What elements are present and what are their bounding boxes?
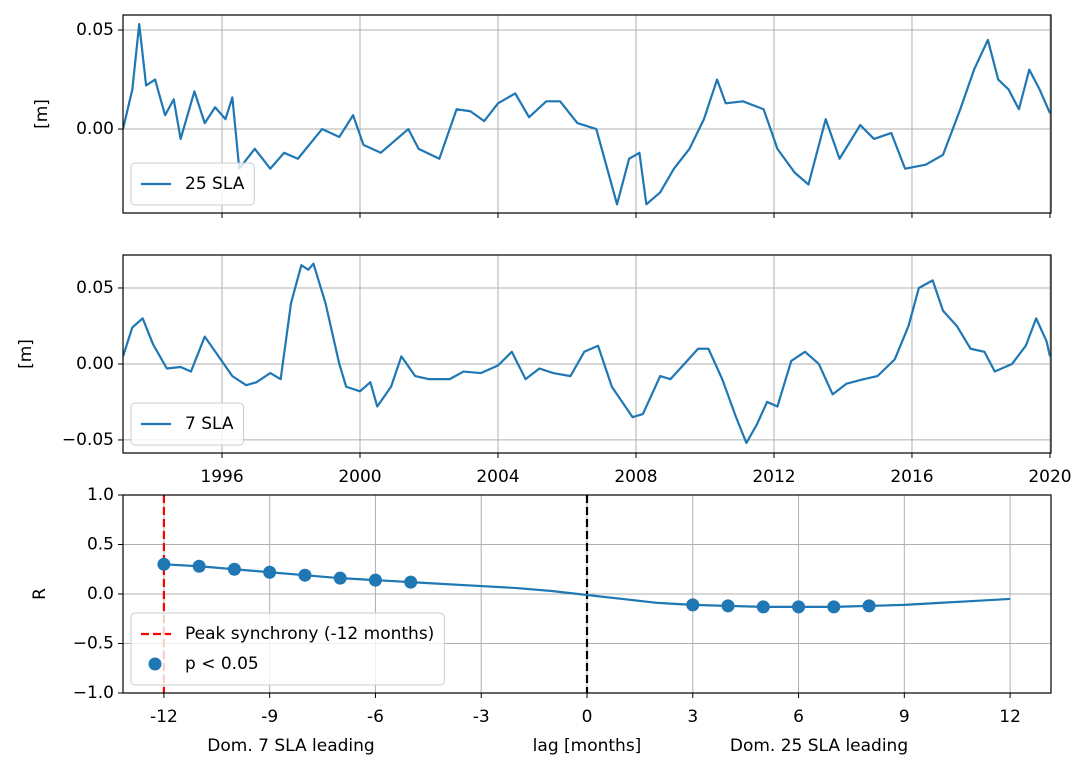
legend-box [130,162,255,206]
scatter-point [862,599,876,613]
y-tick-label: 0.00 [76,354,114,374]
x-tick-label: -3 [473,707,490,727]
y-axis-label: [m] [32,99,52,129]
legend-label: 25 SLA [185,174,245,194]
x-tick-label: 2004 [476,467,519,487]
x-tick-label: 2000 [338,467,381,487]
y-axis-label: [m] [16,339,36,369]
scatter-point [298,568,312,582]
legend-label: 7 SLA [185,414,234,434]
legend-marker [148,657,162,671]
y-tick-label: 0.5 [87,535,114,555]
y-tick-label: 1.0 [87,485,114,505]
y-tick-label: 0.0 [87,584,114,604]
plot-area [123,262,1051,445]
y-tick-label: 0.05 [76,20,114,40]
scatter-point [686,598,700,612]
legend-box [130,402,245,446]
x-tick-label: 0 [582,707,593,727]
x-tick-label: -9 [261,707,278,727]
scatter-point [333,571,347,585]
scatter-point [404,575,418,589]
legend: 7 SLA [130,402,245,446]
axes-frame [122,254,1052,454]
scatter-point [792,600,806,614]
x-tick-label: 9 [899,707,910,727]
scatter-point [827,600,841,614]
series-line [123,262,1051,445]
legend-box [130,612,445,686]
x-axis-label: lag [months] [533,736,642,756]
y-tick-label: 0.00 [76,119,114,139]
legend: Peak synchrony (-12 months) p < 0.05 [130,612,445,686]
annotation: Dom. 25 SLA leading [730,736,908,756]
y-axis-label: R [30,588,50,600]
x-tick-label: 1996 [200,467,243,487]
x-tick-label: 2016 [890,467,933,487]
scatter-point [756,600,770,614]
y-tick-label: −0.5 [73,634,114,654]
scatter-point [192,559,206,573]
x-tick-label: 2012 [752,467,795,487]
panel: −0.05 0.00 0.05 1996 2000 2004 2008 2012 2016 202… [16,254,1072,487]
scatter-point [721,599,735,613]
x-tick-label: 3 [687,707,698,727]
scatter-point [227,562,241,576]
plot-area [123,23,1051,206]
x-tick-label: 12 [999,707,1021,727]
y-tick-label: 0.05 [76,278,114,298]
x-tick-label: -12 [150,707,178,727]
plot-area [157,495,1011,693]
x-tick-label: -6 [367,707,384,727]
axes-frame [122,494,1052,694]
y-tick-label: −1.0 [73,683,114,703]
legend: 25 SLA [130,162,255,206]
x-tick-label: 6 [793,707,804,727]
x-tick-label: 2020 [1028,467,1071,487]
legend-label: p < 0.05 [185,654,259,674]
scatter-point [368,573,382,587]
legend-label: Peak synchrony (-12 months) [185,624,434,644]
scatter-point [157,557,171,571]
y-tick-label: −0.05 [62,430,114,450]
series-line [123,23,1051,206]
scatter-point [263,565,277,579]
x-tick-label: 2008 [614,467,657,487]
panel: 0.00 0.05 [m] 25 SLA [32,14,1052,218]
axes-frame [122,14,1052,214]
annotation: Dom. 7 SLA leading [207,736,374,756]
